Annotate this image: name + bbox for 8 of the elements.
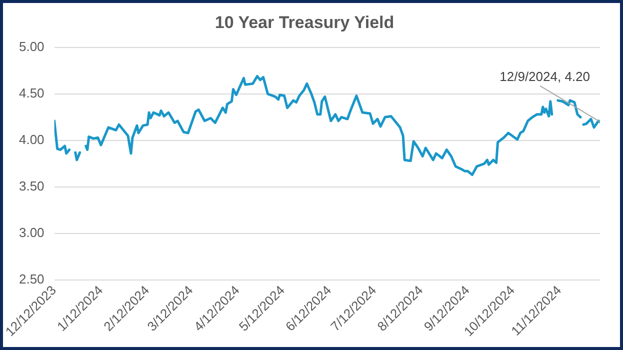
chart-title: 10 Year Treasury Yield — [214, 12, 394, 32]
y-tick-label: 4.50 — [18, 85, 44, 100]
y-tick-label: 3.50 — [18, 178, 44, 194]
y-tick-label: 3.00 — [18, 225, 44, 240]
y-tick-label: 4.00 — [18, 132, 44, 148]
y-tick-label: 2.50 — [18, 272, 44, 287]
y-tick-label: 5.00 — [18, 38, 44, 54]
annotation: 12/9/2024, 4.20 — [500, 68, 590, 84]
